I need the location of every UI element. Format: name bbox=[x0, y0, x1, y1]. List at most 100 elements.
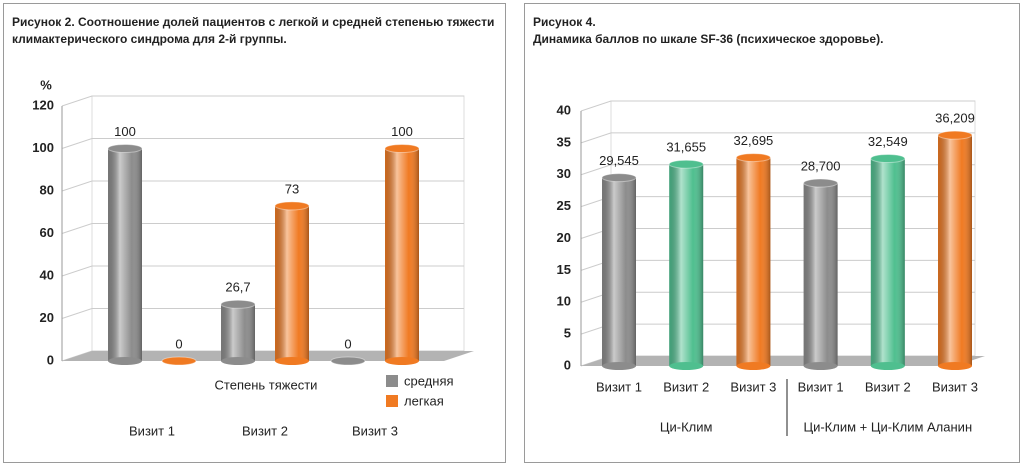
y-tick-label: 5 bbox=[564, 326, 571, 341]
grid-line bbox=[61, 223, 464, 234]
bar-top bbox=[384, 144, 420, 153]
chart-title-block: Рисунок 4. Динамика баллов по шкале SF-3… bbox=[533, 14, 1013, 48]
legend-swatch bbox=[386, 375, 398, 387]
bar-shade bbox=[669, 164, 704, 366]
data-label: 26,7 bbox=[225, 280, 250, 295]
y-tick-label: 10 bbox=[557, 294, 571, 309]
bar-base bbox=[385, 357, 419, 365]
y-tick-label: 25 bbox=[557, 198, 571, 213]
x-tick-label: Визит 3 bbox=[352, 423, 398, 438]
y-tick-label: 120 bbox=[32, 97, 54, 112]
floor bbox=[62, 351, 474, 361]
bar-top bbox=[107, 144, 143, 153]
bar-top bbox=[668, 159, 704, 169]
data-label: 29,545 bbox=[599, 153, 639, 168]
bar-top bbox=[735, 153, 771, 163]
bar-shade bbox=[221, 304, 255, 361]
data-label: 32,695 bbox=[734, 133, 774, 148]
y-tick-label: 20 bbox=[557, 230, 571, 245]
bar bbox=[601, 173, 637, 370]
y-tick-label: 40 bbox=[557, 102, 571, 117]
bar-top bbox=[803, 178, 839, 188]
bar-top bbox=[937, 130, 973, 140]
bar bbox=[803, 178, 839, 370]
bar-top bbox=[870, 154, 906, 164]
y-tick-label: 30 bbox=[557, 166, 571, 181]
bar-shade bbox=[108, 148, 142, 361]
bar-base bbox=[803, 362, 838, 370]
legend-swatch bbox=[386, 395, 398, 407]
bar bbox=[107, 144, 143, 365]
chart-subtitle: Динамика баллов по шкале SF-36 (психичес… bbox=[533, 32, 884, 46]
legend-title: Степень тяжести bbox=[215, 377, 318, 392]
bar bbox=[668, 159, 704, 370]
x-tick-label: Визит 1 bbox=[129, 423, 175, 438]
grid-line bbox=[61, 308, 464, 319]
bar-top bbox=[161, 356, 197, 366]
bar-top bbox=[274, 201, 310, 211]
y-axis-label: % bbox=[40, 77, 52, 92]
bar-top bbox=[601, 173, 637, 183]
bar-base bbox=[275, 357, 309, 365]
bar bbox=[937, 130, 973, 370]
grid-line bbox=[61, 180, 464, 192]
y-tick-label: 40 bbox=[40, 267, 54, 282]
grid-line bbox=[61, 265, 464, 277]
bar bbox=[330, 356, 366, 366]
chart-title: Рисунок 2. Соотношение долей пациентов с… bbox=[12, 15, 495, 46]
legend-label: средняя bbox=[404, 373, 454, 388]
bar-shade bbox=[736, 157, 771, 366]
y-tick-label: 100 bbox=[32, 140, 54, 155]
bar-base bbox=[736, 362, 771, 370]
grid-line bbox=[580, 164, 975, 176]
grid-line bbox=[580, 100, 975, 112]
bar-base bbox=[669, 362, 704, 370]
y-tick-label: 15 bbox=[557, 262, 571, 277]
bar bbox=[274, 201, 310, 365]
grid-line bbox=[580, 132, 975, 144]
bar bbox=[870, 154, 906, 370]
chart-title: Рисунок 4. bbox=[533, 15, 596, 29]
data-label: 0 bbox=[175, 336, 182, 351]
grid-line bbox=[61, 138, 464, 149]
legend-label: легкая bbox=[404, 393, 444, 408]
bar-shade bbox=[275, 205, 309, 361]
x-tick-label: Визит 2 bbox=[865, 379, 911, 394]
bar bbox=[161, 356, 197, 366]
data-label: 0 bbox=[344, 336, 351, 351]
bar-shade bbox=[385, 148, 419, 361]
bar-top bbox=[220, 299, 256, 309]
data-label: 32,549 bbox=[868, 134, 908, 149]
floor bbox=[581, 356, 985, 366]
group-label: Ци-Клим + Ци-Клим Аланин bbox=[803, 419, 972, 434]
y-tick-label: 20 bbox=[40, 310, 54, 325]
bar-shade bbox=[803, 183, 838, 366]
x-tick-label: Визит 3 bbox=[730, 379, 776, 394]
bar-shade bbox=[938, 135, 972, 366]
bar-base bbox=[108, 357, 142, 365]
data-label: 31,655 bbox=[666, 140, 706, 155]
y-tick-label: 60 bbox=[40, 225, 54, 240]
x-tick-label: Визит 1 bbox=[596, 379, 642, 394]
panel: Рисунок 2. Соотношение долей пациентов с… bbox=[3, 3, 506, 463]
chart: 0 20 40 60 80 100 120% Визит 1 100 0 Визит 2 26,7 73… bbox=[32, 77, 474, 438]
bar bbox=[384, 144, 420, 365]
bar-base bbox=[938, 362, 972, 370]
bar bbox=[220, 299, 256, 365]
x-tick-label: Визит 2 bbox=[242, 423, 288, 438]
bar-shade bbox=[602, 177, 636, 366]
data-label: 28,700 bbox=[801, 158, 841, 173]
data-label: 100 bbox=[114, 124, 136, 139]
x-tick-label: Визит 2 bbox=[663, 379, 709, 394]
data-label: 100 bbox=[391, 124, 413, 139]
grid-line bbox=[61, 95, 464, 107]
y-tick-label: 0 bbox=[47, 352, 54, 367]
bar-base bbox=[602, 362, 636, 370]
data-label: 36,209 bbox=[935, 111, 975, 126]
x-tick-label: Визит 1 bbox=[798, 379, 844, 394]
bar bbox=[735, 153, 771, 370]
y-tick-label: 80 bbox=[40, 182, 54, 197]
y-tick-label: 35 bbox=[557, 134, 571, 149]
data-label: 73 bbox=[285, 181, 299, 196]
